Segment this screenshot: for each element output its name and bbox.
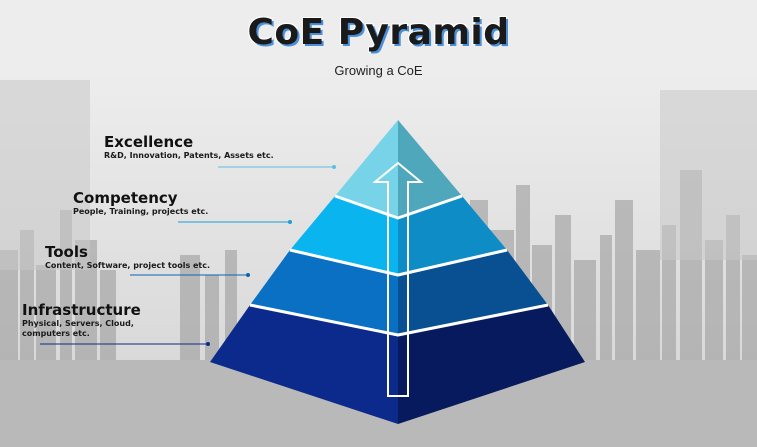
connector-lines: [40, 165, 336, 346]
growth-arrow-icon: [372, 161, 424, 397]
label-excellence-description: R&D, Innovation, Patents, Assets etc.: [104, 151, 274, 160]
label-tools-description: Content, Software, project tools etc.: [45, 261, 211, 270]
title-band: [0, 0, 757, 90]
level-excellence-left-face: [335, 120, 398, 218]
level-infrastructure-right-face: [398, 305, 585, 424]
label-infrastructure-description-line-1: Physical, Servers, Cloud,: [22, 319, 134, 328]
connector-dot-excellence: [332, 165, 336, 169]
level-tools-left-face: [250, 250, 398, 335]
page-title: CoE Pyramid: [247, 12, 510, 53]
level-separators: [249, 194, 549, 337]
label-tools: Tools Content, Software, project tools e…: [45, 243, 210, 271]
connector-dot-tools: [246, 273, 250, 277]
label-tools-heading: Tools: [45, 243, 88, 261]
label-competency: Competency People, Training, projects et…: [73, 189, 208, 217]
label-excellence-heading: Excellence: [104, 133, 194, 151]
label-competency-heading: Competency: [73, 189, 178, 207]
connector-dot-infrastructure: [206, 342, 210, 346]
page-subtitle: Growing a CoE: [334, 63, 423, 78]
label-infrastructure-heading: Infrastructure: [22, 301, 141, 319]
label-infrastructure-description-line-2: computers etc.: [22, 329, 90, 338]
level-infrastructure-left-face: [210, 305, 398, 424]
skyline-haze: [0, 80, 757, 270]
label-competency-description: People, Training, projects etc.: [73, 207, 209, 216]
connector-dot-competency: [288, 220, 292, 224]
level-excellence-right-face: [398, 120, 462, 218]
label-infrastructure: Infrastructure Physical, Servers, Cloud,…: [22, 301, 141, 339]
label-excellence: Excellence R&D, Innovation, Patents, Ass…: [104, 133, 274, 161]
level-tools-right-face: [398, 250, 548, 335]
